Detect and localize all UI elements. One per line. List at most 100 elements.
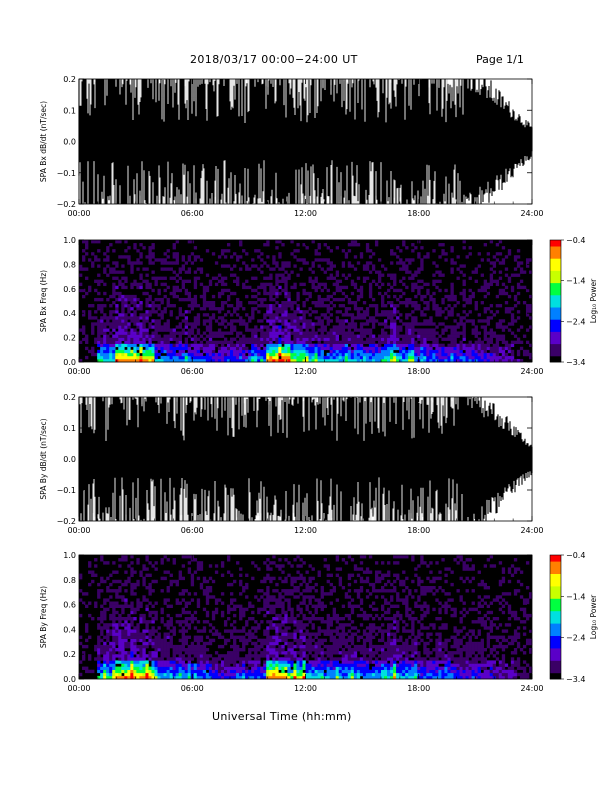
spectrogram-cell (103, 346, 107, 351)
spectrogram-cell (172, 285, 176, 290)
spectrogram-cell (181, 666, 185, 670)
spectrogram-cell (381, 301, 385, 305)
spectrogram-cell (323, 604, 327, 608)
spectrogram-cell (245, 349, 249, 354)
spectrogram-cell (275, 346, 279, 351)
spectrogram-cell (435, 340, 439, 344)
spectrogram-cell (230, 675, 234, 680)
spectrogram-cell (350, 322, 355, 326)
spectrogram-cell (284, 626, 288, 630)
spectrogram-cell (299, 657, 303, 661)
spectrogram-cell (196, 638, 201, 643)
spectrogram-cell (178, 313, 182, 317)
spectrogram-cell (323, 282, 327, 287)
spectrogram-cell (127, 660, 131, 664)
spectrogram-cell (115, 297, 119, 302)
spectrogram-cell (272, 635, 276, 639)
spectrogram-cell (495, 337, 500, 341)
spectrogram-cell (462, 355, 466, 360)
spectrogram-cell (332, 663, 336, 667)
spectrogram-cell (115, 617, 119, 621)
spectrogram-cell (299, 669, 303, 674)
spectrogram-cell (272, 316, 276, 320)
spectrogram-cell (371, 346, 376, 351)
spectrogram-cell (468, 294, 472, 299)
spectrogram-cell (142, 340, 146, 344)
spectrogram-cell (100, 675, 104, 680)
spectrogram-cell (233, 604, 237, 608)
spectrogram-cell (335, 270, 340, 274)
spectrogram-cell (109, 666, 113, 670)
spectrogram-cell (338, 319, 343, 323)
spectrogram-cell (302, 598, 306, 602)
spectrogram-cell (220, 264, 225, 268)
spectrogram-cell (374, 358, 379, 363)
spectrogram-cell (365, 358, 370, 363)
spectrogram-cell (359, 291, 364, 296)
spectrogram-cell (133, 663, 137, 667)
spectrogram-cell (299, 355, 303, 360)
spectrogram-cell (85, 638, 89, 643)
spectrogram-cell (248, 328, 252, 332)
spectrogram-cell (169, 660, 173, 664)
spectrogram-cell (184, 675, 189, 680)
spectrogram-cell (181, 358, 185, 363)
spectrogram-cell (278, 666, 282, 670)
spectrogram-cell (145, 604, 149, 608)
spectrogram-cell (317, 343, 321, 348)
spectrogram-cell (223, 282, 228, 287)
spectrogram-cell (263, 632, 267, 636)
spectrogram-cell (335, 632, 340, 636)
spectrogram-cell (287, 328, 291, 332)
spectrogram-cell (498, 334, 503, 338)
spectrogram-cell (387, 337, 391, 341)
spectrogram-cell (299, 632, 303, 636)
spectrogram-cell (302, 561, 306, 565)
spectrogram-cell (483, 352, 487, 357)
spectrogram-cell (266, 567, 270, 571)
spectrogram-cell (356, 355, 361, 360)
spectrogram-cell (302, 672, 306, 677)
spectrogram-cell (145, 355, 149, 360)
spectrogram-cell (362, 349, 367, 354)
spectrogram-cell (103, 654, 107, 658)
spectrogram-cell (202, 576, 207, 581)
spectrogram-cell (157, 304, 161, 308)
spectrogram-cell (353, 301, 358, 305)
spectrogram-cell (399, 349, 403, 354)
spectrogram-cell (145, 343, 149, 348)
spectrogram-cell (311, 626, 315, 630)
spectrogram-cell (335, 328, 340, 332)
colorbar-swatch (550, 339, 561, 343)
spectrogram-cell (459, 358, 463, 363)
spectrogram-cell (154, 641, 158, 646)
spectrogram-cell (281, 355, 285, 360)
spectrogram-cell (447, 325, 451, 329)
spectrogram-cell (290, 620, 294, 624)
spectrogram-cell (528, 258, 533, 262)
spectrogram-cell (329, 264, 333, 268)
spectrogram-cell (187, 570, 192, 574)
spectrogram-cell (193, 592, 198, 596)
spectrogram-cell (130, 555, 134, 559)
spectrogram-cell (269, 282, 273, 287)
spectrogram-cell (112, 337, 116, 341)
spectrogram-cell (211, 660, 216, 664)
spectrogram-cell (130, 261, 134, 265)
spectrogram-cell (408, 340, 412, 344)
spectrogram-cell (305, 340, 309, 344)
spectrogram-cell (344, 319, 349, 323)
spectrogram-cell (414, 307, 418, 311)
spectrogram-cell (226, 651, 231, 655)
spectrogram-cell (263, 288, 267, 293)
spectrogram-cell (314, 589, 318, 593)
spectrogram-cell (426, 252, 430, 256)
spectrogram-cell (226, 304, 231, 308)
spectrogram-cell (260, 669, 264, 674)
spectrogram-cell (112, 249, 116, 253)
spectrogram-cell (438, 343, 442, 348)
spectrogram-cell (293, 358, 297, 363)
spectrogram-cell (317, 669, 321, 674)
spectrogram-cell (226, 352, 231, 357)
